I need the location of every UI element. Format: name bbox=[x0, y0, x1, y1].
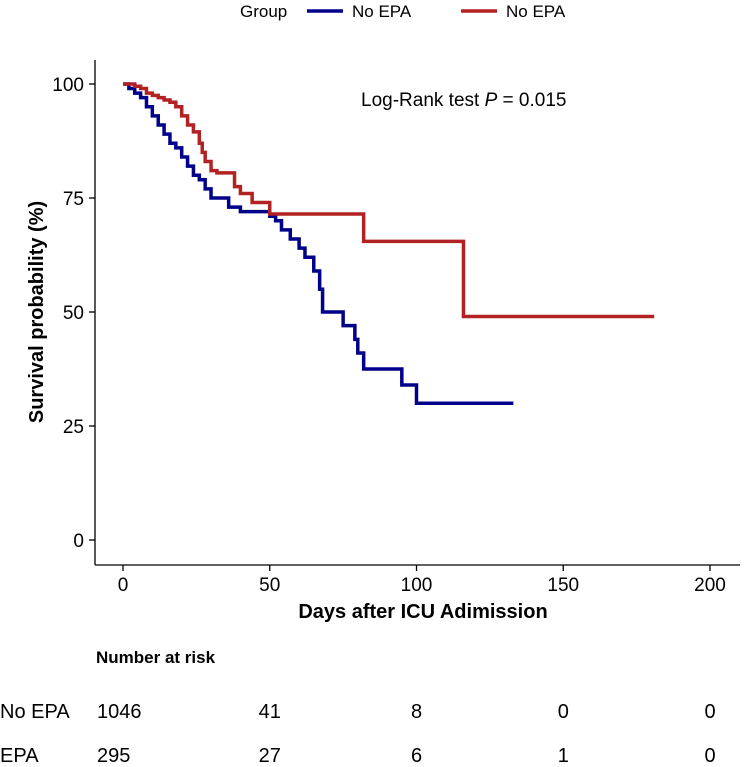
y-tick-label: 50 bbox=[63, 303, 84, 324]
survival-curve-blue bbox=[123, 82, 514, 405]
risk-cell: 0 bbox=[558, 701, 569, 723]
y-axis-title: Survival probability (%) bbox=[26, 201, 48, 423]
p-label: P bbox=[485, 90, 498, 111]
p-value: = 0.015 bbox=[497, 90, 566, 111]
y-tick-label: 75 bbox=[63, 189, 84, 210]
y-tick-label: 0 bbox=[73, 531, 84, 552]
legend-label-blue: No EPA bbox=[352, 2, 412, 21]
risk-cell: 27 bbox=[259, 745, 281, 767]
risk-cell: 1 bbox=[558, 745, 569, 767]
logrank-annotation: Log-Rank test P = 0.015 bbox=[361, 90, 566, 111]
risk-cell: 0 bbox=[704, 745, 715, 767]
risk-row-label: No EPA bbox=[0, 701, 70, 723]
risk-table-title: Number at risk bbox=[96, 648, 216, 667]
legend-title: Group bbox=[240, 2, 287, 21]
risk-cell: 8 bbox=[411, 701, 422, 723]
risk-cell: 295 bbox=[97, 745, 130, 767]
x-tick-label: 50 bbox=[259, 575, 280, 596]
x-tick-label: 100 bbox=[401, 575, 433, 596]
risk-cell: 41 bbox=[259, 701, 281, 723]
legend-label-red: No EPA bbox=[506, 2, 566, 21]
y-tick-label: 100 bbox=[52, 75, 84, 96]
survival-curves bbox=[123, 82, 655, 405]
x-axis-title: Days after ICU Adimission bbox=[298, 601, 547, 623]
legend: Group No EPA No EPA bbox=[240, 2, 566, 21]
risk-cell: 0 bbox=[704, 701, 715, 723]
risk-cell: 6 bbox=[411, 745, 422, 767]
risk-row-label: EPA bbox=[0, 745, 39, 767]
x-tick-label: 150 bbox=[547, 575, 579, 596]
survival-curve-red bbox=[123, 82, 655, 319]
x-ticks: 0 50 100 150 200 bbox=[118, 565, 726, 596]
y-ticks: 0 25 50 75 100 bbox=[52, 75, 95, 552]
risk-table: No EPA 1046 41 8 0 0 EPA 295 27 6 1 0 bbox=[0, 701, 716, 767]
x-tick-label: 0 bbox=[118, 575, 129, 596]
x-tick-label: 200 bbox=[694, 575, 726, 596]
y-tick-label: 25 bbox=[63, 417, 84, 438]
logrank-label: Log-Rank test bbox=[361, 90, 485, 111]
risk-cell: 1046 bbox=[97, 701, 142, 723]
